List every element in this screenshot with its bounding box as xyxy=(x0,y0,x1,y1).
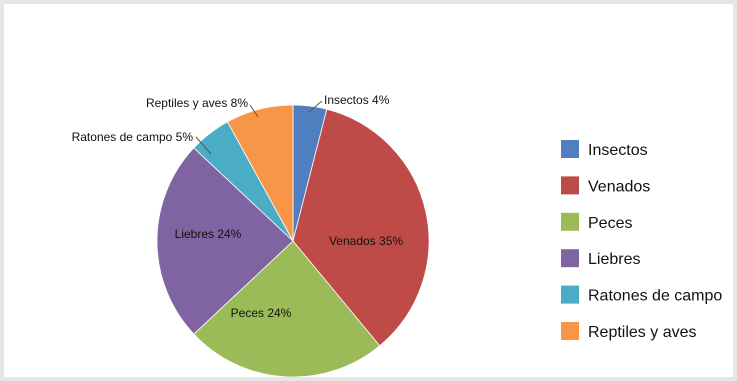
legend-swatch-peces xyxy=(561,212,579,231)
pie-slices xyxy=(156,104,430,377)
data-label-reptiles-y-aves: Reptiles y aves 8% xyxy=(146,96,248,110)
legend-swatch-liebres xyxy=(561,249,579,268)
legend: Insectos Venados Peces Liebres Ratones de ca… xyxy=(561,140,722,341)
leader-line-insectos xyxy=(308,100,323,113)
data-label-peces: Peces 24% xyxy=(231,306,292,320)
chart-frame: Insectos 4% Venados 35% Peces 24% Liebres 2… xyxy=(4,4,733,377)
pie-slice-peces xyxy=(193,240,381,377)
slice-labels: Insectos 4% Venados 35% Peces 24% Liebres 2… xyxy=(72,93,404,320)
legend-swatch-ratones-de-campo xyxy=(561,285,579,304)
pie-slice-reptiles-y-aves xyxy=(226,104,294,242)
legend-label-liebres: Liebres xyxy=(588,251,640,268)
leader-line-ratones-de-campo xyxy=(195,136,212,155)
legend-label-reptiles-y-aves: Reptiles y aves xyxy=(588,324,697,341)
leader-line-reptiles-y-aves xyxy=(249,104,259,118)
data-label-insectos: Insectos 4% xyxy=(324,93,390,107)
legend-label-peces: Peces xyxy=(588,215,632,232)
legend-swatch-venados xyxy=(561,176,579,195)
data-label-venados: Venados 35% xyxy=(329,234,403,248)
legend-label-insectos: Insectos xyxy=(588,142,648,159)
leader-lines xyxy=(195,100,323,155)
legend-label-venados: Venados xyxy=(588,178,650,195)
data-label-ratones-de-campo: Ratones de campo 5% xyxy=(72,130,194,144)
legend-label-ratones-de-campo: Ratones de campo xyxy=(588,288,722,305)
pie-slice-liebres xyxy=(156,147,294,335)
legend-swatch-insectos xyxy=(561,140,579,158)
pie-slice-venados xyxy=(292,108,430,347)
pie-chart: Insectos 4% Venados 35% Peces 24% Liebres 2… xyxy=(72,93,722,377)
data-label-liebres: Liebres 24% xyxy=(175,227,242,241)
legend-swatch-reptiles-y-aves xyxy=(561,322,579,340)
